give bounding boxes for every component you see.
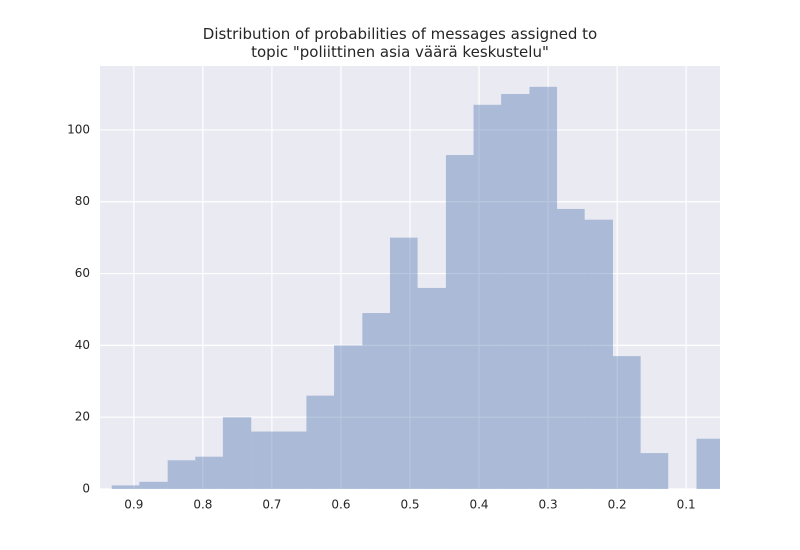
bar — [584, 219, 613, 489]
bar — [251, 431, 279, 489]
bar — [445, 155, 474, 489]
bar — [139, 481, 168, 489]
bar — [557, 208, 585, 489]
bar — [612, 356, 641, 489]
x-tick-label: 0.8 — [193, 498, 212, 512]
x-tick-label: 0.6 — [331, 498, 350, 512]
y-tick-label: 100 — [67, 122, 90, 136]
bar — [167, 460, 196, 489]
x-tick-label: 0.5 — [400, 498, 419, 512]
bar — [529, 86, 558, 489]
y-tick-label: 40 — [75, 338, 90, 352]
bar — [362, 313, 390, 489]
bar — [306, 395, 335, 489]
y-tick-label: 0 — [82, 482, 90, 496]
bar — [111, 485, 140, 489]
x-tick-label: 0.2 — [608, 498, 627, 512]
x-tick-label: 0.7 — [262, 498, 281, 512]
bar — [696, 438, 720, 489]
bar — [473, 104, 502, 489]
bar — [222, 417, 252, 489]
bar — [389, 237, 418, 489]
bar — [640, 453, 669, 489]
y-tick-label: 60 — [75, 266, 90, 280]
bar — [417, 287, 446, 489]
y-tick-label: 20 — [75, 410, 90, 424]
chart-title: Distribution of probabilities of message… — [202, 25, 598, 61]
x-tick-label: 0.3 — [539, 498, 558, 512]
bar — [334, 345, 363, 489]
x-tick-label: 0.4 — [469, 498, 488, 512]
x-tick-label: 0.1 — [677, 498, 696, 512]
y-tick-label: 80 — [75, 194, 90, 208]
x-tick-label: 0.9 — [124, 498, 143, 512]
bar — [278, 431, 307, 489]
bar — [501, 94, 530, 489]
bar — [195, 456, 223, 489]
